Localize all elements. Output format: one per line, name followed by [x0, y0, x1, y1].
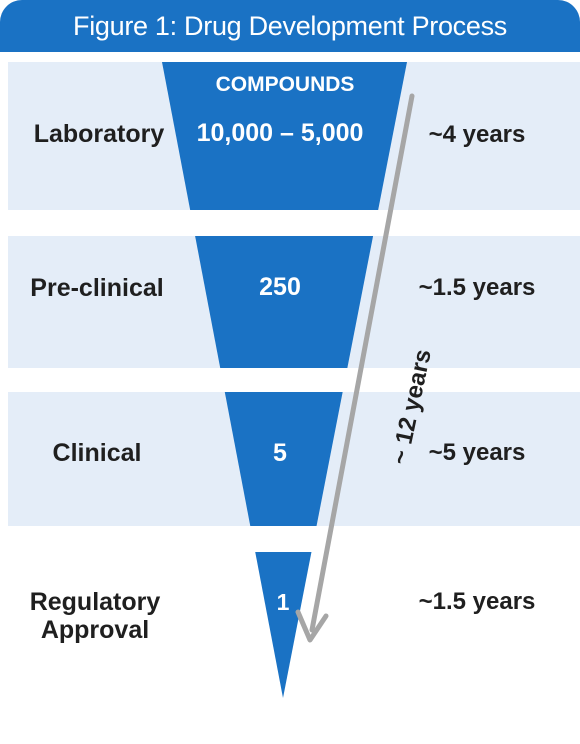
stage-laboratory: Laboratory: [33, 120, 165, 148]
stage-regulatory-approval: Regulatory Approval: [0, 588, 190, 644]
stage-gap: [0, 368, 580, 392]
title-bar: [0, 0, 580, 52]
duration-laboratory: ~4 years: [428, 121, 526, 148]
duration-regulatory-approval: ~1.5 years: [418, 588, 536, 615]
stage-clinical: Clinical: [52, 439, 142, 467]
stage-pre-clinical: Pre-clinical: [30, 274, 164, 302]
arrow-head: [295, 609, 329, 643]
compounds-column-label: COMPOUNDS: [215, 73, 355, 96]
stage-regulatory-line2: Approval: [40, 616, 150, 644]
compounds-pre-clinical: 250: [259, 273, 301, 301]
stage-gap: [0, 526, 580, 552]
stage-gap: [0, 210, 580, 236]
compounds-clinical: 5: [273, 439, 287, 467]
page-title: Figure 1: Drug Development Process: [73, 11, 507, 41]
stage-regulatory-line1: Regulatory: [29, 588, 161, 616]
total-time-arrow: [309, 93, 415, 633]
duration-pre-clinical: ~1.5 years: [418, 274, 536, 301]
compounds-regulatory-approval: 1: [276, 589, 290, 615]
compounds-laboratory: 10,000 – 5,000: [196, 119, 364, 147]
duration-clinical: ~5 years: [428, 439, 526, 466]
